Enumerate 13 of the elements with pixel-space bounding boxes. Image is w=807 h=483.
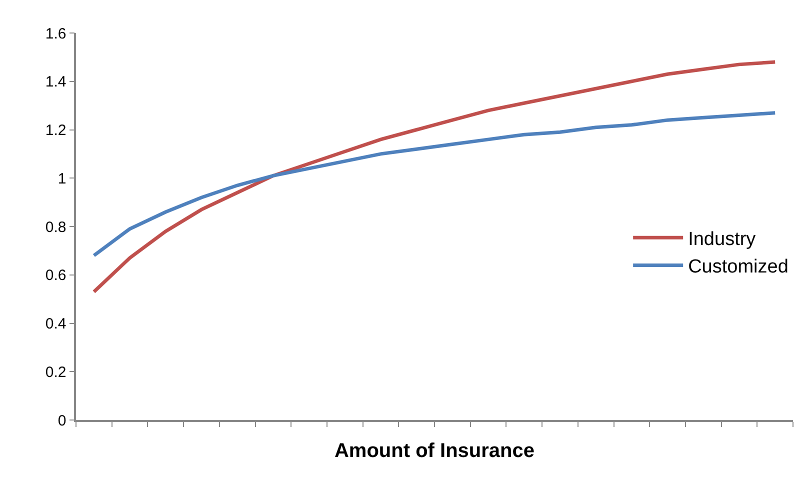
y-tick-label: 0.6 (45, 267, 66, 284)
line-series (92, 111, 777, 258)
legend-label: Customized (688, 256, 788, 278)
y-tick-label: 1.2 (45, 122, 66, 139)
y-tick-label: 0.4 (45, 316, 66, 332)
y-tick-label: 0 (58, 412, 66, 430)
y-tick-label: 0.8 (45, 218, 66, 236)
y-tick-label: 0.2 (45, 364, 66, 381)
y-tick-label: 1.6 (45, 25, 66, 42)
y-tick-label: 1.4 (45, 74, 66, 91)
legend-label: Industry (688, 229, 756, 250)
x-axis-title: Amount of Insurance (334, 440, 535, 462)
y-tick-label: 1 (58, 170, 66, 188)
